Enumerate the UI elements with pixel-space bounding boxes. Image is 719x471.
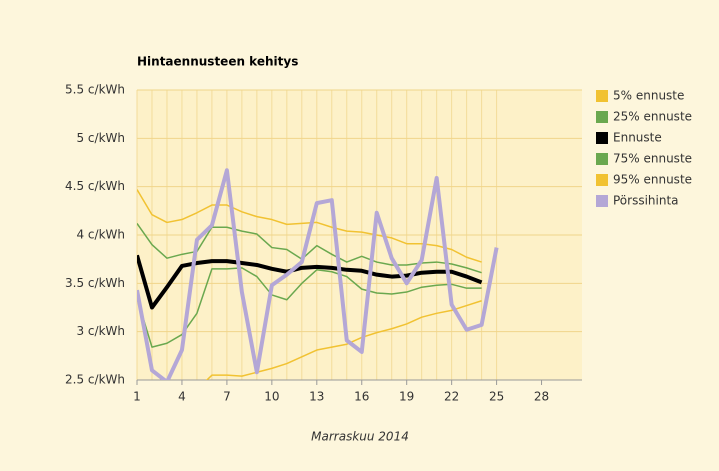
legend-swatch bbox=[596, 153, 608, 165]
series-line bbox=[137, 267, 482, 348]
x-tick-label: 7 bbox=[223, 390, 231, 404]
legend-swatch bbox=[596, 132, 608, 144]
series-line bbox=[205, 300, 482, 380]
legend-label: 95% ennuste bbox=[613, 173, 692, 187]
y-tick-label: 3.5 c/kWh bbox=[65, 276, 125, 290]
legend-label: 5% ennuste bbox=[613, 89, 684, 103]
y-tick-label: 4.5 c/kWh bbox=[65, 179, 125, 193]
y-tick-label: 3 c/kWh bbox=[76, 324, 125, 338]
x-tick-label: 28 bbox=[534, 390, 549, 404]
legend-swatch bbox=[596, 174, 608, 186]
x-axis-label: Marraskuu 2014 bbox=[311, 430, 409, 444]
legend-label: Ennuste bbox=[613, 131, 662, 145]
x-tick-label: 19 bbox=[399, 390, 414, 404]
legend-swatch bbox=[596, 195, 608, 207]
legend-swatch bbox=[596, 90, 608, 102]
legend-swatch bbox=[596, 111, 608, 123]
x-tick-label: 4 bbox=[178, 390, 186, 404]
y-tick-label: 4 c/kWh bbox=[76, 228, 125, 242]
x-tick-label: 1 bbox=[133, 390, 141, 404]
x-tick-label: 16 bbox=[354, 390, 369, 404]
y-tick-label: 5 c/kWh bbox=[76, 131, 125, 145]
x-tick-label: 25 bbox=[489, 390, 504, 404]
grid: 2.5 c/kWh 3 c/kWh 3.5 c/kWh 4 c/kWh 4.5 c/kW… bbox=[65, 83, 582, 404]
x-tick-label: 22 bbox=[444, 390, 459, 404]
legend-label: 25% ennuste bbox=[613, 110, 692, 124]
legend-label: Pörssihinta bbox=[613, 194, 679, 208]
y-tick-label: 2.5 c/kWh bbox=[65, 373, 125, 387]
lines bbox=[137, 168, 499, 380]
y-tick-label: 5.5 c/kWh bbox=[65, 83, 125, 97]
legend-label: 75% ennuste bbox=[613, 152, 692, 166]
chart-title: Hintaennusteen kehitys bbox=[137, 55, 298, 69]
x-tick-label: 13 bbox=[309, 390, 324, 404]
series-line bbox=[137, 168, 499, 380]
x-tick-label: 10 bbox=[264, 390, 279, 404]
legend: 5% ennuste 25% ennuste Ennuste 75% ennuste 9… bbox=[596, 89, 692, 208]
